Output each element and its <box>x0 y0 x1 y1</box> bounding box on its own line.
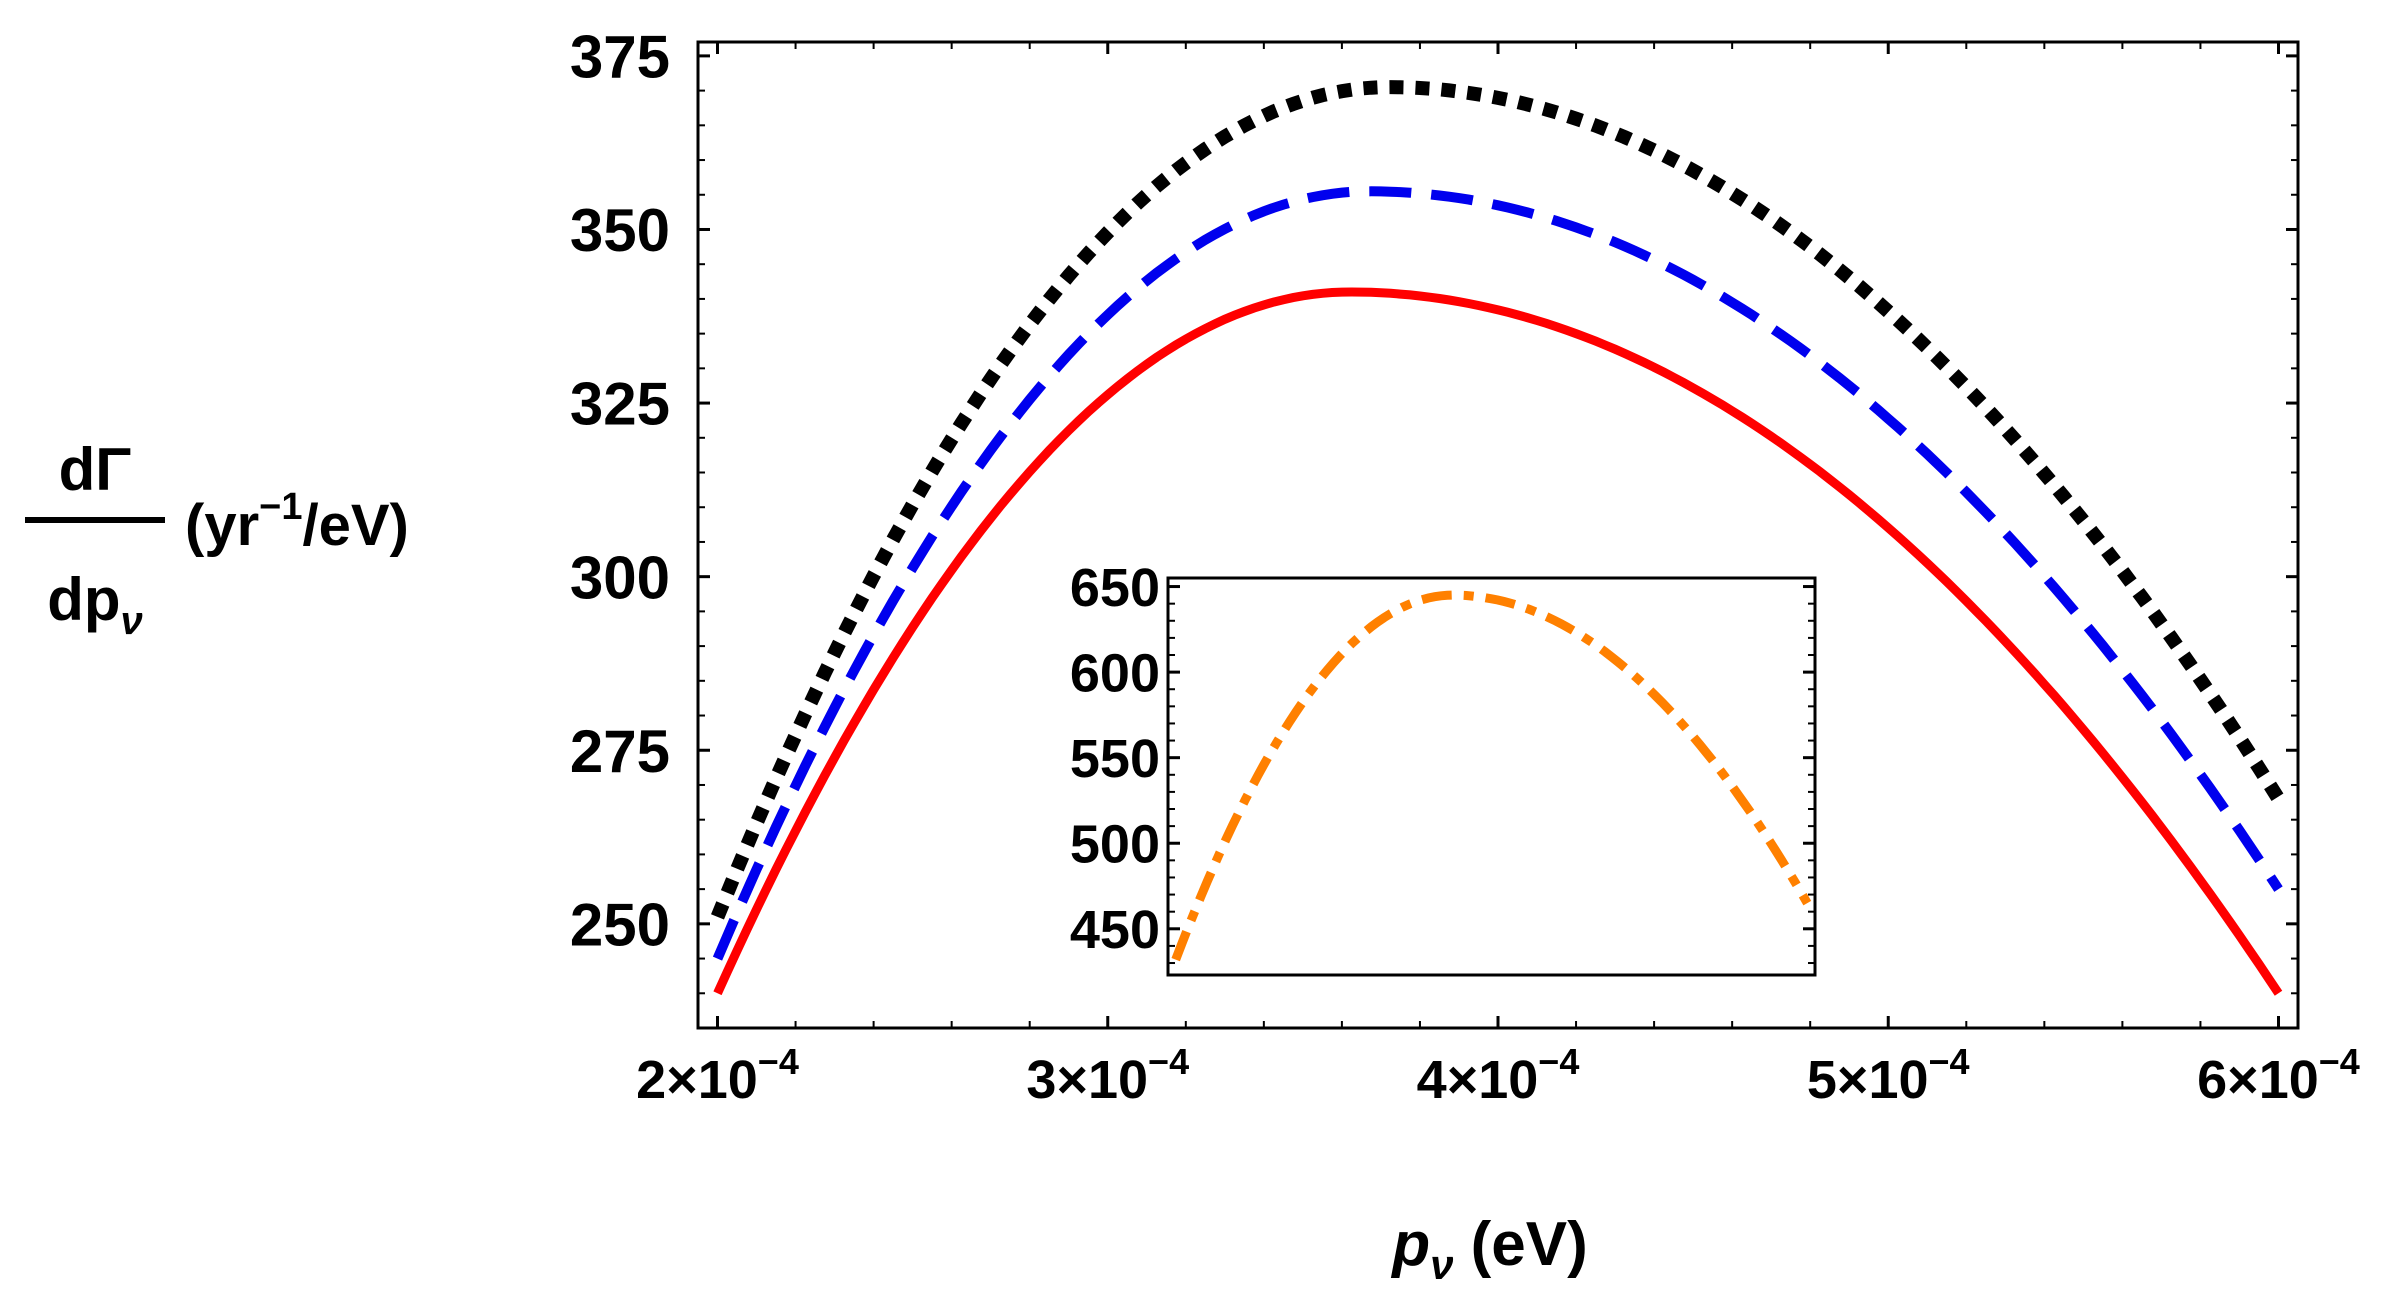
inset-y-tick-label: 650 <box>1070 558 1160 618</box>
main-x-tick-label: 6×10−4 <box>2197 1041 2360 1110</box>
series-dotted-black <box>711 80 2285 920</box>
inset-y-tick-label: 500 <box>1070 815 1160 875</box>
main-x-tick-label: 3×10−4 <box>1026 1041 1189 1110</box>
series-solid-red <box>713 287 2283 996</box>
main-y-tick-label: 375 <box>570 23 670 90</box>
inset-plot-frame <box>1166 576 1817 977</box>
y-axis-label-numerator: dΓ <box>59 436 132 503</box>
main-y-tick-label: 300 <box>570 544 670 611</box>
main-x-tick-label: 5×10−4 <box>1807 1041 1970 1110</box>
series-dotdashed-orange <box>1171 590 1812 962</box>
inset-y-tick-label: 550 <box>1070 729 1160 789</box>
main-x-tick-label: 2×10−4 <box>636 1041 799 1110</box>
series-dashed-blue <box>712 186 2283 961</box>
y-axis-label-denominator: dpν <box>47 566 143 643</box>
axis-titles: dΓ dpν (yr−1/eV) pν (eV) <box>25 436 1588 1288</box>
main-y-tick-label: 250 <box>570 891 670 958</box>
y-axis-label-unit: (yr−1/eV) <box>185 486 409 558</box>
inset-y-tick-label: 450 <box>1070 900 1160 960</box>
main-y-tick-label: 325 <box>570 371 670 438</box>
inset-chart: 450 500 550 600 650 <box>1070 558 1817 977</box>
main-y-tick-label: 275 <box>570 718 670 785</box>
main-x-tick-label: 4×10−4 <box>1417 1041 1580 1110</box>
x-axis-label: pν (eV) <box>1390 1210 1588 1288</box>
main-y-tick-label: 350 <box>570 197 670 264</box>
inset-y-tick-label: 600 <box>1070 644 1160 704</box>
